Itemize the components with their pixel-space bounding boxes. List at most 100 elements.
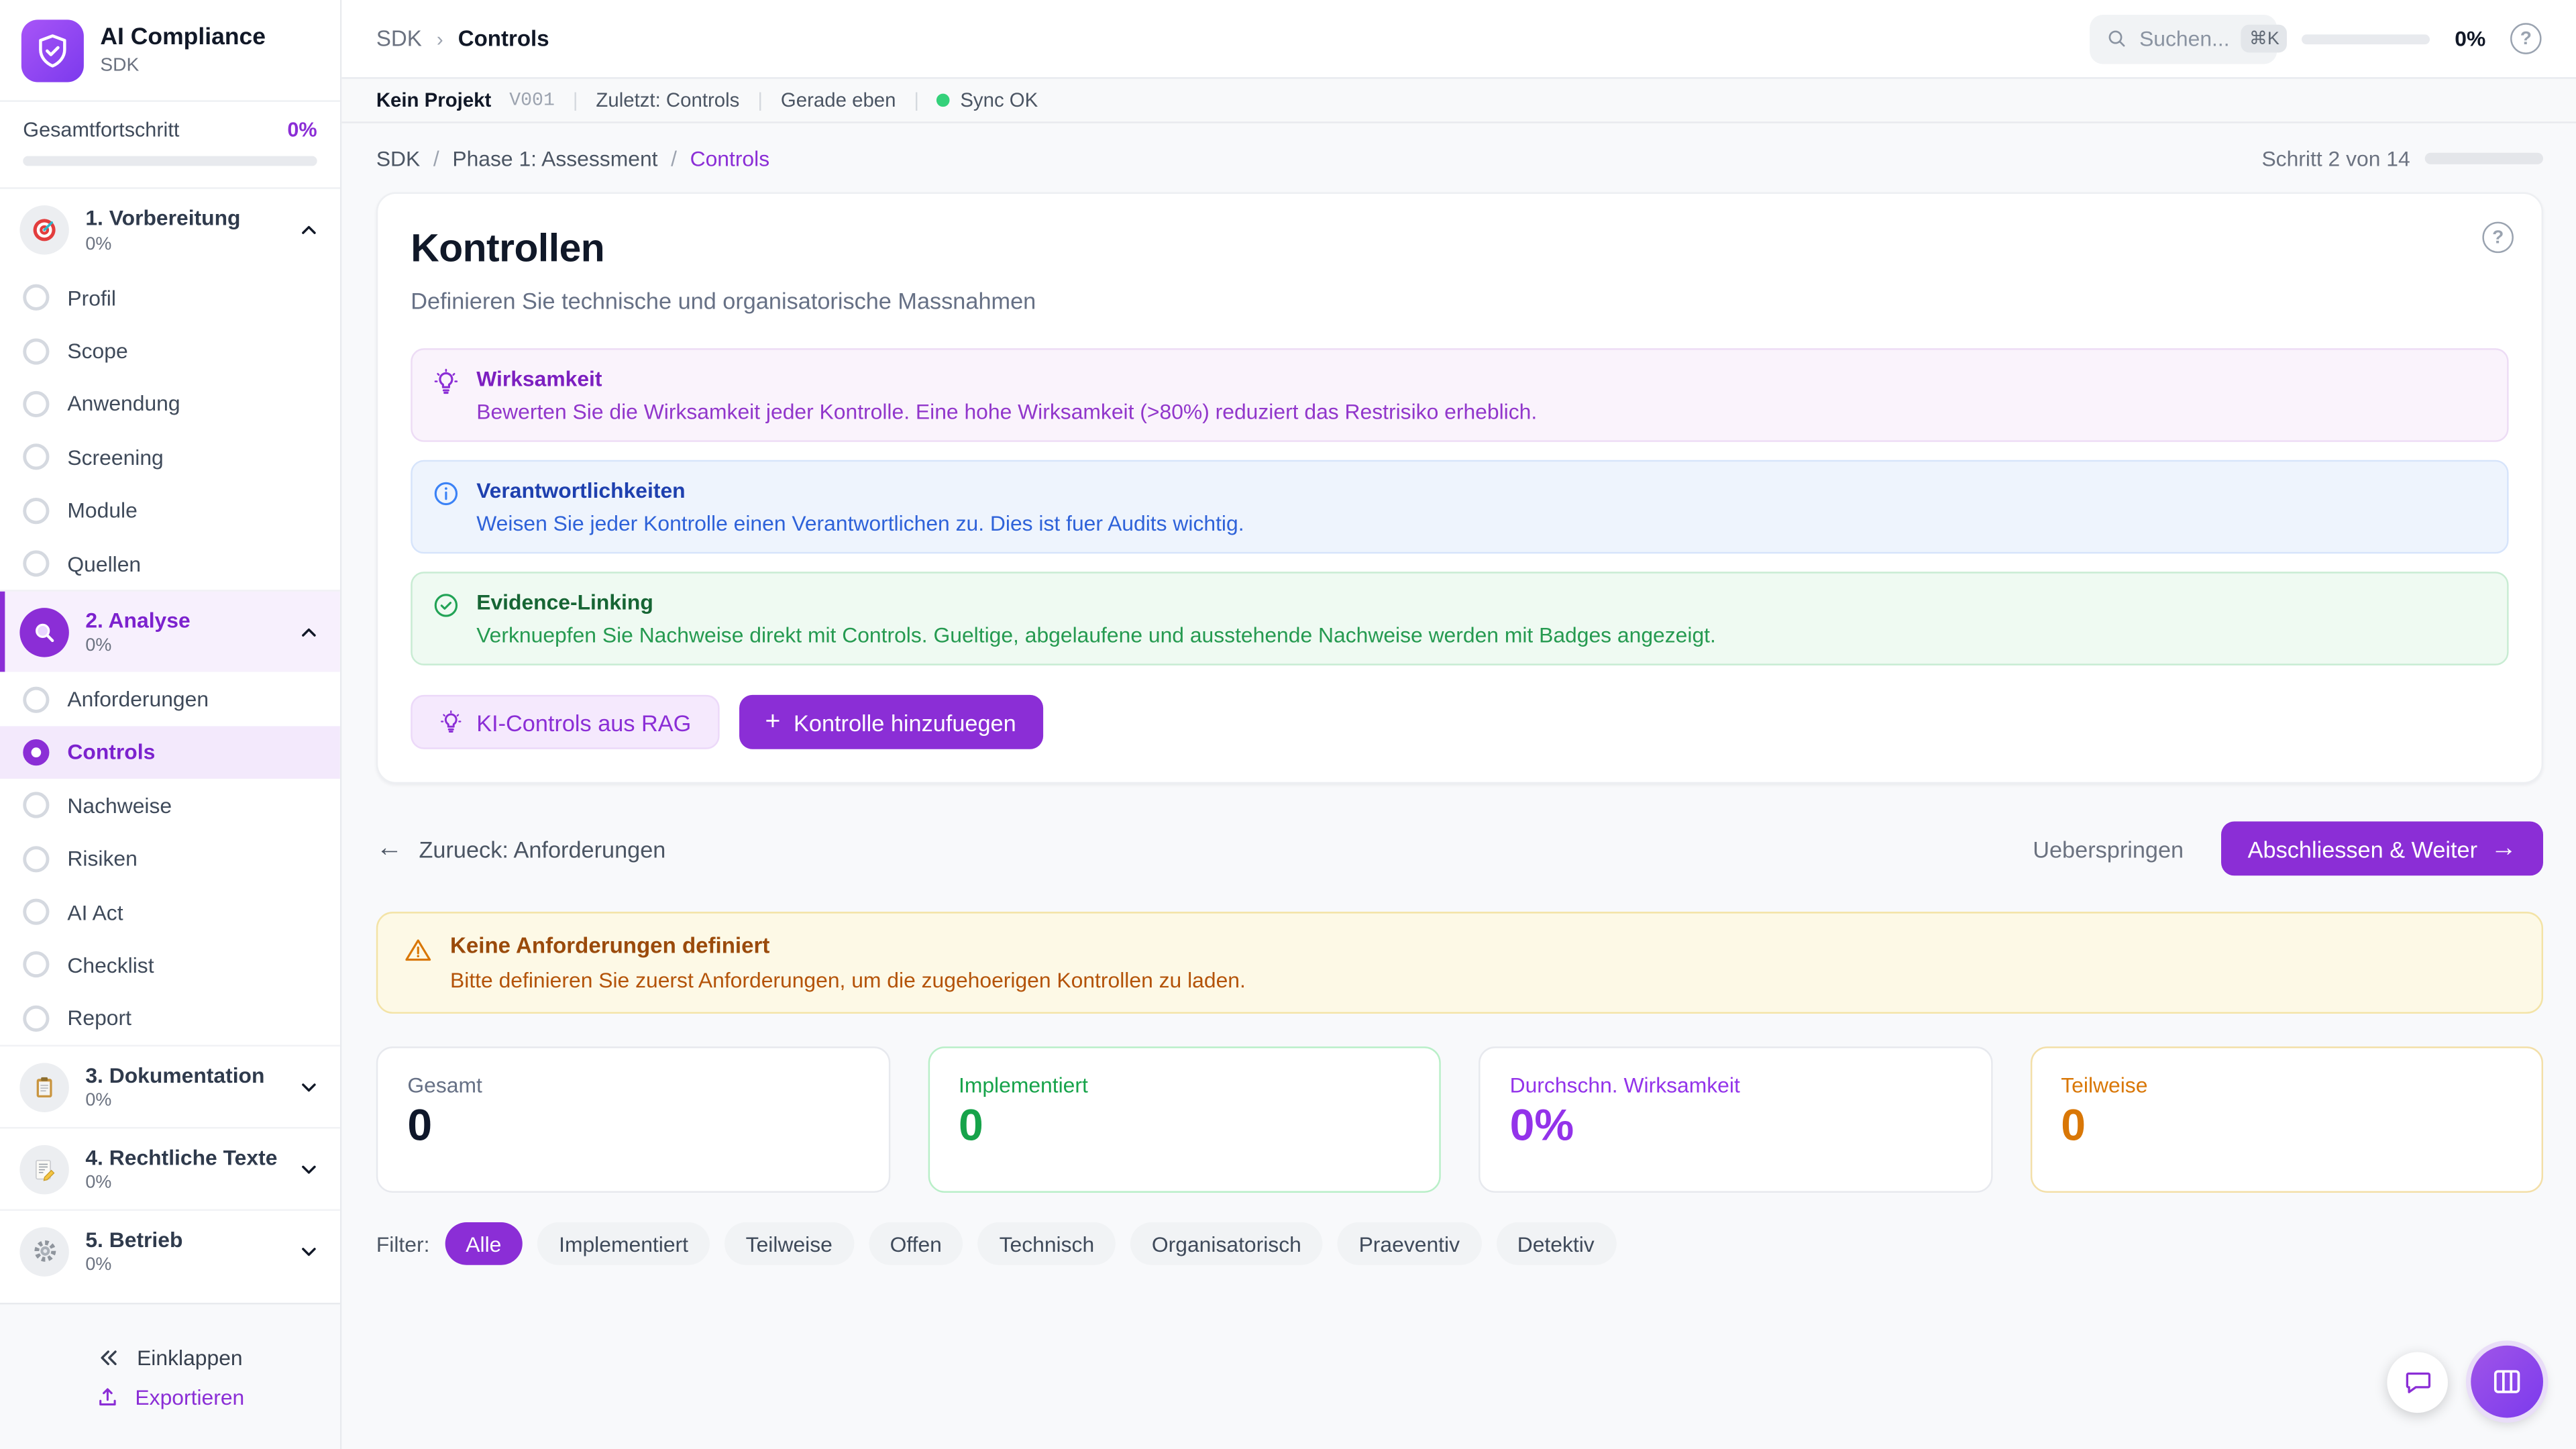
tip-text: Bewerten Sie die Wirksamkeit jeder Kontr… [476,399,1538,424]
sidebar-item-profil[interactable]: Profil [0,271,340,324]
stat-card-implementiert: Implementiert 0 [927,1046,1441,1193]
sidebar-item-anwendung[interactable]: Anwendung [0,378,340,431]
sidebar-footer: Einklappen Exportieren [0,1303,340,1449]
sidebar-section-vorbereitung[interactable]: 1. Vorbereitung 0% [0,189,340,271]
breadcrumb-current: Controls [458,26,549,51]
step-indicator: Schritt 2 von 14 [2261,146,2544,171]
collapse-label: Einklappen [137,1344,243,1370]
sidebar-item-screening[interactable]: Screening [0,431,340,484]
finish-next-button[interactable]: Abschliessen & Weiter → [2221,821,2544,876]
card-help-icon[interactable]: ? [2482,221,2514,254]
sidebar-item-label: Quellen [67,551,142,576]
radio-icon [23,497,50,524]
export-button[interactable]: Exportieren [96,1384,244,1409]
chevron-down-icon[interactable] [297,1075,320,1098]
warning-banner: Keine Anforderungen definiert Bitte defi… [376,912,2544,1014]
sidebar-item-ai-act[interactable]: AI Act [0,885,340,938]
filter-chip-implementiert[interactable]: Implementiert [537,1222,710,1265]
filter-chip-praeventiv[interactable]: Praeventiv [1337,1222,1481,1265]
tips-list: Wirksamkeit Bewerten Sie die Wirksamkeit… [411,348,2509,665]
sidebar-item-module[interactable]: Module [0,484,340,537]
sidebar-item-label: AI Act [67,900,123,924]
stat-card-wirksamkeit: Durchschn. Wirksamkeit 0% [1479,1046,1992,1193]
sidebar-section-dokumentation[interactable]: 3. Dokumentation 0% [0,1044,340,1127]
add-control-button[interactable]: + Kontrolle hinzufuegen [739,694,1042,749]
page-subtitle: Definieren Sie technische und organisato… [411,287,1036,314]
filter-chip-technisch[interactable]: Technisch [977,1222,1116,1265]
section-percent: 0% [85,234,112,254]
sidebar-item-label: Screening [67,445,164,470]
memo-icon [19,1144,69,1194]
collapse-sidebar-button[interactable]: Einklappen [97,1344,243,1370]
sidebar-item-risiken[interactable]: Risiken [0,832,340,885]
section-percent: 0% [85,1091,112,1112]
kontrollen-card: ? Kontrollen Definieren Sie technische u… [376,192,2544,784]
filter-chip-detektiv[interactable]: Detektiv [1495,1222,1616,1265]
statusbar: Kein Projekt V001 | Zuletzt: Controls | … [341,78,2576,123]
overall-progress: Gesamtfortschritt 0% [0,102,340,189]
stat-value: 0 [2061,1100,2086,1150]
chevrons-left-icon [97,1344,122,1369]
sidebar-item-quellen[interactable]: Quellen [0,537,340,590]
filter-chip-organisatorisch[interactable]: Organisatorisch [1130,1222,1323,1265]
chevron-up-icon[interactable] [297,219,320,241]
page-breadcrumb: SDK / Phase 1: Assessment / Controls Sch… [376,146,2544,171]
radio-icon [23,845,50,872]
chevron-up-icon[interactable] [297,621,320,643]
sidebar-item-anforderungen[interactable]: Anforderungen [0,672,340,725]
divider: | [572,89,578,112]
sidebar-item-nachweise[interactable]: Nachweise [0,779,340,832]
ki-controls-rag-button[interactable]: KI-Controls aus RAG [411,694,719,749]
topbar-progress-value: 0% [2455,26,2486,51]
search-input[interactable]: Suchen... ⌘K [2090,13,2288,64]
radio-icon [23,550,50,577]
breadcrumb-root[interactable]: SDK [376,146,421,171]
breadcrumb-separator: › [436,27,443,50]
warning-text: Bitte definieren Sie zuerst Anforderunge… [450,967,1246,993]
radio-icon [23,390,50,417]
last-visited: Zuletzt: Controls [596,89,740,112]
sidebar-item-checklist[interactable]: Checklist [0,938,340,991]
breadcrumb-phase[interactable]: Phase 1: Assessment [452,146,658,171]
stat-label: Durchschn. Wirksamkeit [1509,1073,1740,1097]
help-icon[interactable]: ? [2510,23,2542,54]
back-button[interactable]: ← Zurueck: Anforderungen [376,835,666,861]
tip-title: Evidence-Linking [476,590,653,614]
sidebar-section-analyse[interactable]: 2. Analyse 0% [0,590,340,673]
sidebar-item-label: Risiken [67,846,138,871]
section-label: 1. Vorbereitung [85,206,241,231]
sidebar-section-betrieb[interactable]: 5. Betrieb 0% [0,1209,340,1291]
sidebar-item-report[interactable]: Report [0,991,340,1044]
tip-title: Verantwortlichkeiten [476,478,686,503]
filter-chip-teilweise[interactable]: Teilweise [724,1222,854,1265]
step-label: Schritt 2 von 14 [2261,146,2410,171]
radio-icon [23,337,50,364]
sidebar-section-rechtliche-texte[interactable]: 4. Rechtliche Texte 0% [0,1127,340,1209]
arrow-right-icon: → [2490,833,2517,862]
radio-icon [23,444,50,471]
sidebar-item-label: Profil [67,285,116,311]
filter-chip-alle[interactable]: Alle [444,1222,523,1265]
chevron-down-icon[interactable] [297,1157,320,1180]
keyboard-shortcut-badge: ⌘K [2241,24,2288,53]
radio-icon [23,792,50,819]
shield-check-icon [34,32,70,68]
breadcrumb-current: Controls [690,146,770,171]
warning-triangle-icon [404,936,432,965]
divider: | [914,89,920,112]
upload-icon [96,1384,121,1409]
skip-button[interactable]: Ueberspringen [2033,835,2184,862]
tip-evidence-linking: Evidence-Linking Verknuepfen Sie Nachwei… [411,572,2509,665]
chat-button[interactable] [2387,1351,2448,1412]
stat-label: Implementiert [958,1073,1088,1097]
tip-wirksamkeit: Wirksamkeit Bewerten Sie die Wirksamkeit… [411,348,2509,442]
clipboard-icon [19,1062,69,1112]
breadcrumb-separator: / [671,146,677,171]
chevron-down-icon[interactable] [297,1240,320,1263]
board-view-button[interactable] [2471,1345,2544,1418]
filter-chip-offen[interactable]: Offen [868,1222,963,1265]
sidebar-item-scope[interactable]: Scope [0,324,340,377]
breadcrumb-root[interactable]: SDK [376,26,422,51]
sidebar-item-controls[interactable]: Controls [0,725,340,780]
